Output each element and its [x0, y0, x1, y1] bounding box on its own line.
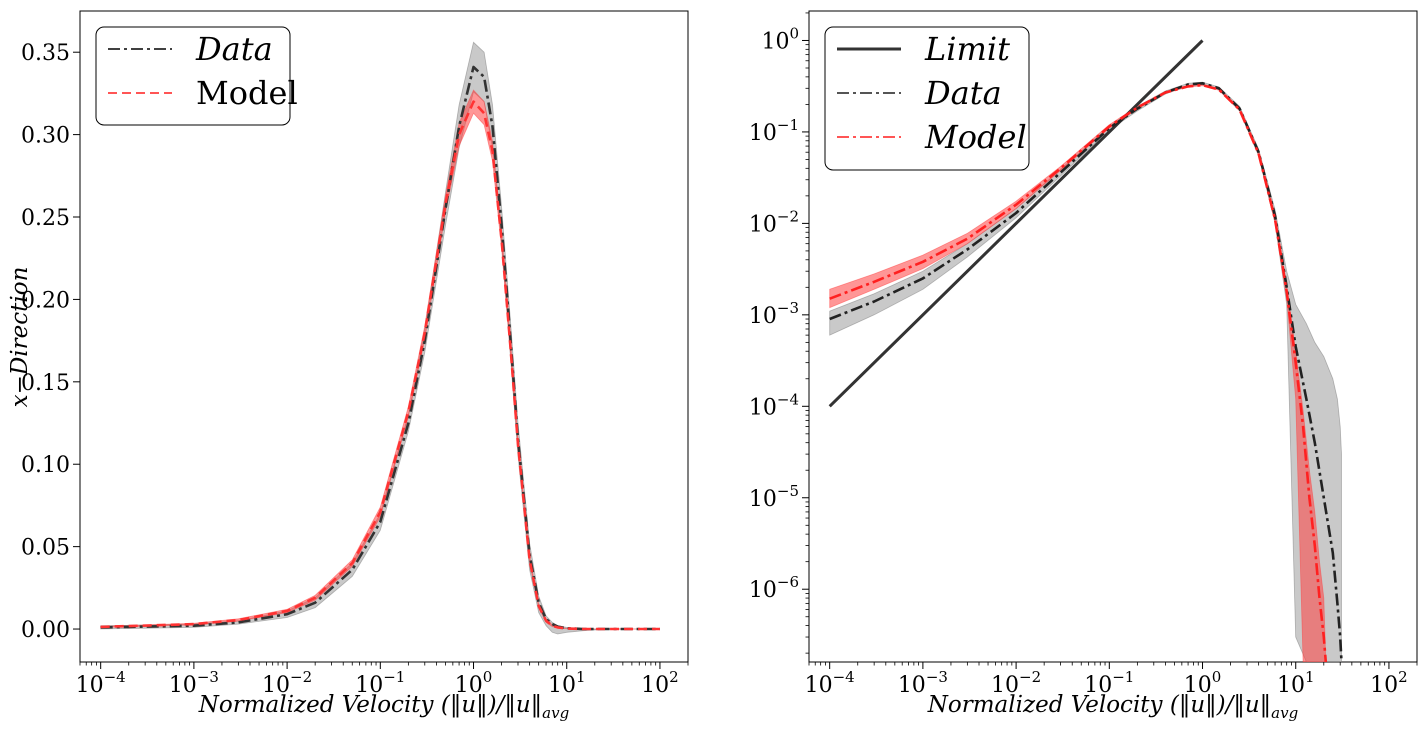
panel-log-log: 10−4 10−3 10−2 10−1 100 101 102 10−6 10−5 10−4 10−…: [749, 10, 1418, 722]
x-tick-label: 100: [455, 668, 493, 698]
legend-box: [95, 26, 291, 126]
legend: Data Model: [95, 26, 298, 126]
legend-label-model: Model: [196, 74, 298, 112]
series-line-limit: [828, 39, 1204, 408]
band-data: [100, 41, 660, 635]
y-tick-label: 10−2: [749, 207, 799, 237]
band-model: [100, 89, 660, 630]
axis-ticks: 10−4 10−3 10−2 10−1 100 101 102 10−6 10−5 10−4 10−…: [749, 12, 1418, 698]
y-tick-label: 0.20: [21, 288, 70, 313]
x-tick-label: 10−3: [898, 668, 948, 698]
y-tick-label: 10−1: [749, 116, 799, 146]
band-data: [829, 81, 1342, 662]
x-tick-label: 10−4: [76, 668, 126, 698]
x-tick-label: 10−1: [1084, 668, 1134, 698]
axis-ticks: 10−4 10−3 10−2 10−1 100 101 102 0.00 0.05 0.10 0.1…: [21, 41, 689, 698]
plot-frame: [79, 10, 689, 663]
x-tick-label: 102: [1370, 668, 1408, 698]
series-lines: [100, 65, 660, 631]
series-line-data: [100, 65, 660, 631]
panel-x-direction: 10−4 10−3 10−2 10−1 100 101 102 0.00 0.05 0.10 0.1…: [7, 10, 689, 722]
x-tick-label: 100: [1184, 668, 1222, 698]
series-lines: [828, 39, 1343, 662]
y-tick-label: 10−6: [749, 573, 799, 603]
x-tick-label: 10−2: [262, 668, 312, 698]
y-tick-label: 0.15: [21, 371, 70, 396]
legend: Limit Data Model: [824, 26, 1030, 171]
series-line-model: [100, 100, 660, 631]
uncertainty-bands: [100, 41, 660, 635]
x-axis-label: Normalized Velocity (‖u‖)/‖u‖avg: [927, 692, 1298, 722]
y-tick-label: 0.05: [21, 536, 70, 561]
band-model: [829, 84, 1327, 662]
y-axis-label: x−Direction: [7, 267, 33, 408]
y-tick-label: 0.30: [21, 124, 70, 149]
legend-box: [824, 26, 1030, 171]
legend-label-data: Data: [195, 30, 273, 68]
y-tick-label: 10−3: [749, 299, 799, 329]
plot-frame: [808, 10, 1418, 663]
y-tick-label: 0.10: [21, 453, 70, 478]
x-tick-label: 10−2: [991, 668, 1041, 698]
series-line-model: [829, 83, 1328, 662]
x-tick-label: 101: [1277, 668, 1315, 698]
y-tick-label: 10−4: [749, 390, 799, 420]
x-tick-label: 10−3: [169, 668, 219, 698]
x-axis-label: Normalized Velocity (‖u‖)/‖u‖avg: [198, 692, 569, 722]
y-tick-label: 0.35: [21, 41, 70, 66]
legend-label-data: Data: [924, 74, 1002, 112]
x-tick-label: 10−4: [805, 668, 855, 698]
y-tick-label: 100: [761, 24, 799, 54]
x-tick-label: 102: [641, 668, 679, 698]
y-tick-label: 0.25: [21, 206, 70, 231]
x-tick-label: 101: [548, 668, 586, 698]
x-tick-label: 10−1: [355, 668, 405, 698]
y-tick-label: 0.00: [21, 618, 70, 643]
y-tick-label: 10−5: [749, 482, 799, 512]
legend-label-limit: Limit: [924, 30, 1010, 68]
legend-label-model: Model: [924, 118, 1027, 156]
